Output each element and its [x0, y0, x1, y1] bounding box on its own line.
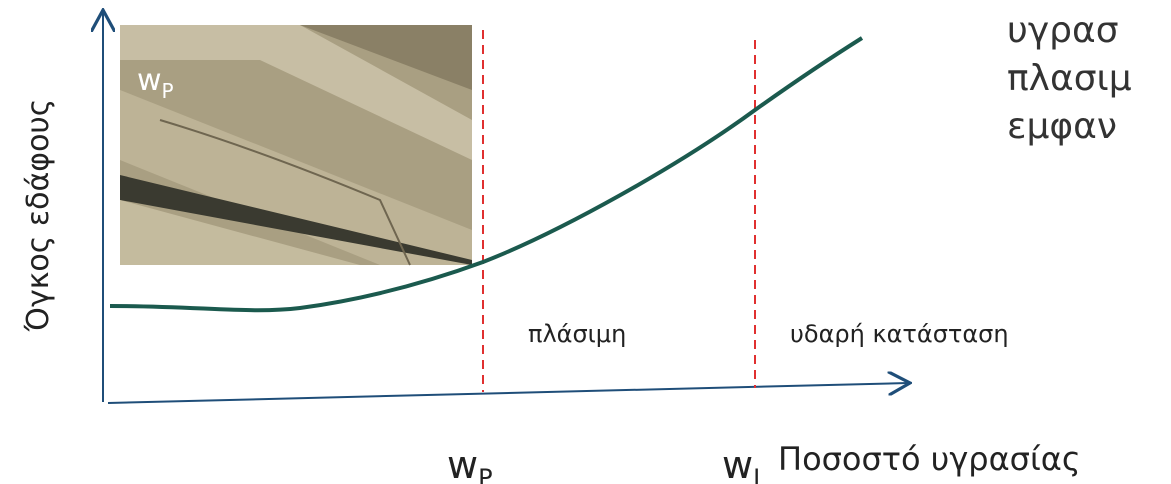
- side-text: πλασιμ: [1007, 58, 1132, 99]
- region-label: υδαρή κατάσταση: [790, 320, 1009, 348]
- photo: [120, 25, 472, 266]
- curve: [109, 36, 864, 313]
- side-text: υγρασ: [1007, 10, 1119, 51]
- side-text: εμφαν: [1007, 106, 1117, 147]
- limit-label: wL: [722, 443, 767, 484]
- limit-label: wP: [447, 443, 493, 484]
- region-label: πλάσιμη: [528, 320, 626, 348]
- x-axis: [107, 383, 908, 404]
- y-axis-label: Όγκος εδάφους: [21, 99, 56, 333]
- photo-label: wP: [137, 63, 174, 103]
- x-axis-label: Ποσοστό υγρασίας: [778, 440, 1081, 478]
